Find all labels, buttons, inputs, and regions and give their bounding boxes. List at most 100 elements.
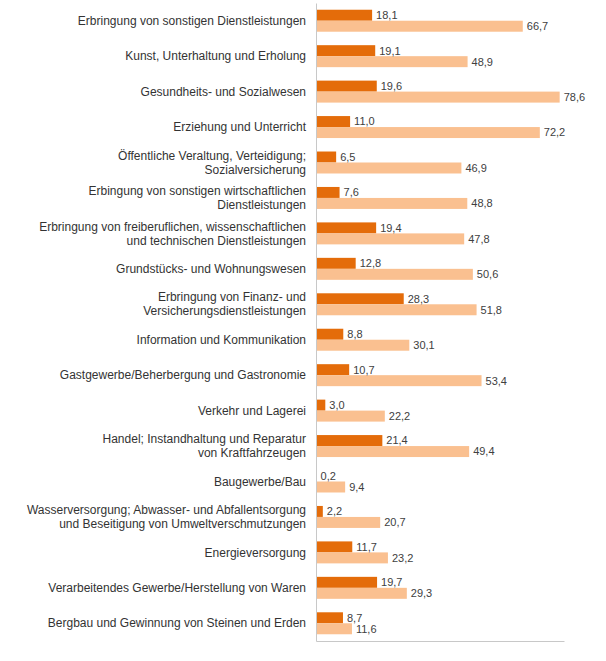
y-tick-label: Erbringung von sonstigen Dienstleistunge…	[78, 14, 306, 28]
data-label: 19,7	[381, 576, 402, 588]
data-label: 46,9	[465, 162, 486, 174]
y-tick: Handel; Instandhaltung und Reparaturvon …	[103, 432, 316, 460]
x-axis-line	[317, 641, 565, 642]
y-tick: Baugewerbe/Bau	[214, 475, 316, 489]
data-label: 66,7	[527, 20, 548, 32]
data-label: 47,8	[468, 233, 489, 245]
bar	[316, 577, 377, 588]
data-label: 19,6	[381, 80, 402, 92]
y-tick: Gesundheits- und Sozialwesen	[141, 85, 316, 99]
bar	[316, 258, 356, 269]
data-label: 23,2	[392, 552, 413, 564]
bar	[316, 116, 350, 127]
data-labels: 18,119,119,611,06,57,619,412,828,38,810,…	[321, 9, 585, 635]
data-label: 51,8	[481, 304, 502, 316]
data-label: 29,3	[411, 587, 432, 599]
data-label: 49,4	[473, 445, 494, 457]
x-axis	[317, 641, 565, 642]
data-labels-series-0: 18,119,119,611,06,57,619,412,828,38,810,…	[321, 9, 430, 624]
bar	[316, 233, 464, 244]
bar	[316, 400, 325, 411]
y-tick-label: Information und Kommunikation	[137, 333, 306, 347]
bar	[316, 21, 523, 32]
y-tick-label: Gesundheits- und Sozialwesen	[141, 85, 306, 99]
y-tick: Öffentliche Veraltung, Verteidigung;Sozi…	[118, 149, 316, 177]
data-label: 8,8	[347, 328, 362, 340]
data-label: 2,2	[327, 505, 342, 517]
y-tick-label: Erbingung von sonstigen wirtschaftlichen…	[89, 184, 306, 212]
y-tick: Erbringung von sonstigen Dienstleistunge…	[78, 14, 316, 28]
y-tick: Wasserversorgung; Abwasser- und Abfallen…	[27, 503, 316, 531]
data-label: 11,6	[356, 623, 377, 635]
data-label: 28,3	[408, 293, 429, 305]
y-tick-label: Wasserversorgung; Abwasser- und Abfallen…	[27, 503, 306, 531]
bar	[316, 304, 477, 315]
y-tick-label: Öffentliche Veraltung, Verteidigung;Sozi…	[118, 149, 306, 177]
y-tick: Gastgewerbe/Beherbergung und Gastronomie	[60, 368, 316, 382]
y-tick-label: Erbringung von Finanz- undVersicherungsd…	[143, 290, 306, 318]
y-axis-line	[316, 4, 317, 642]
chart: 18,119,119,611,06,57,619,412,828,38,810,…	[0, 0, 606, 661]
data-label: 11,0	[354, 115, 375, 127]
bar	[316, 198, 467, 209]
bar	[316, 411, 385, 422]
bar	[316, 517, 380, 528]
y-axis: Erbringung von sonstigen Dienstleistunge…	[27, 4, 317, 642]
series-1	[316, 21, 560, 635]
bar	[316, 435, 382, 446]
data-labels-series-1: 66,748,978,672,246,948,847,850,651,830,1…	[349, 20, 585, 635]
data-label: 12,8	[360, 257, 381, 269]
y-tick-label: Handel; Instandhaltung und Reparaturvon …	[103, 432, 306, 460]
bar	[316, 375, 482, 386]
bar	[316, 152, 336, 163]
data-label: 10,7	[353, 364, 374, 376]
data-label: 11,7	[356, 541, 377, 553]
y-tick: Verarbeitendes Gewerbe/Herstellung von W…	[48, 581, 316, 595]
bar	[316, 340, 409, 351]
y-tick: Energieversorgung	[205, 546, 316, 560]
y-tick: Grundstücks- und Wohnungswesen	[116, 262, 316, 276]
data-label: 30,1	[413, 339, 434, 351]
bar	[316, 446, 469, 457]
bar	[316, 482, 345, 493]
data-label: 0,2	[321, 470, 336, 482]
data-label: 72,2	[544, 126, 565, 138]
data-label: 21,4	[386, 434, 407, 446]
bar	[316, 56, 468, 67]
bar	[316, 81, 377, 92]
y-tick-label: Verarbeitendes Gewerbe/Herstellung von W…	[48, 581, 306, 595]
y-tick: Verkehr und Lagerei	[198, 404, 316, 418]
data-label: 48,9	[472, 56, 493, 68]
y-tick-label: Bergbau und Gewinnung von Steinen und Er…	[48, 616, 306, 630]
bar	[316, 552, 388, 563]
bar	[316, 10, 372, 21]
y-tick-label: Grundstücks- und Wohnungswesen	[116, 262, 306, 276]
bar	[316, 293, 404, 304]
data-label: 53,4	[486, 375, 507, 387]
data-label: 22,2	[389, 410, 410, 422]
data-label: 18,1	[376, 9, 397, 21]
bar	[316, 588, 407, 599]
data-label: 48,8	[471, 197, 492, 209]
y-tick: Erziehung und Unterricht	[173, 120, 316, 134]
y-tick: Information und Kommunikation	[137, 333, 316, 347]
data-label: 50,6	[477, 268, 498, 280]
y-tick: Bergbau und Gewinnung von Steinen und Er…	[48, 616, 316, 630]
data-label: 7,6	[344, 186, 359, 198]
y-tick: Erbringung von freiberuflichen, wissensc…	[39, 220, 316, 248]
bar	[316, 222, 376, 233]
bar	[316, 92, 560, 103]
y-tick-label: Kunst, Unterhaltung und Erholung	[125, 49, 306, 63]
y-tick: Kunst, Unterhaltung und Erholung	[125, 49, 316, 63]
data-label: 6,5	[340, 151, 355, 163]
y-tick-label: Gastgewerbe/Beherbergung und Gastronomie	[60, 368, 306, 382]
y-tick-label: Erziehung und Unterricht	[173, 120, 306, 134]
y-tick-label: Baugewerbe/Bau	[214, 475, 306, 489]
bars	[316, 10, 560, 635]
bar	[316, 612, 343, 623]
bar	[316, 506, 323, 517]
y-tick-label: Energieversorgung	[205, 546, 306, 560]
bar	[316, 163, 461, 174]
y-tick-label: Verkehr und Lagerei	[198, 404, 306, 418]
data-label: 9,4	[349, 481, 364, 493]
